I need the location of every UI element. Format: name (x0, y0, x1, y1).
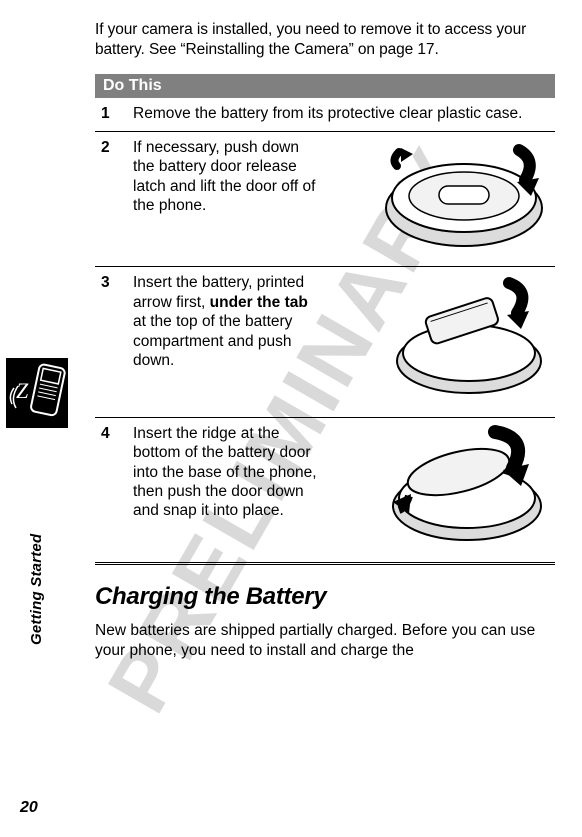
table-row: 2 If necessary, push down the battery do… (95, 132, 555, 267)
table-row: 1 Remove the battery from its protective… (95, 98, 555, 132)
step-text: Insert the ridge at the bottom of the ba… (127, 417, 329, 563)
section-heading: Charging the Battery (95, 583, 555, 611)
step-text: Remove the battery from its protective c… (127, 98, 555, 132)
step-figure (329, 267, 555, 417)
page-number: 20 (20, 799, 38, 817)
intro-paragraph: If your camera is installed, you need to… (95, 20, 555, 60)
step-text: Insert the battery, printed arrow first,… (127, 267, 329, 417)
phone-back-remove-door-icon (379, 138, 549, 253)
step-text-bold: under the tab (210, 294, 308, 311)
sidebar-phone-icon: Z (6, 358, 68, 428)
step-number: 3 (95, 267, 127, 417)
step-text-part: at the top of the battery compartment an… (133, 313, 292, 369)
step-figure (329, 132, 555, 267)
instruction-table: Do This 1 Remove the battery from its pr… (95, 74, 555, 566)
step-number: 4 (95, 417, 127, 563)
table-header: Do This (95, 74, 555, 98)
section-running-head: Getting Started (28, 534, 45, 645)
table-row: 4 Insert the ridge at the bottom of the … (95, 417, 555, 563)
phone-insert-battery-icon (379, 273, 549, 403)
phone-close-door-icon (379, 424, 549, 549)
step-number: 1 (95, 98, 127, 132)
step-number: 2 (95, 132, 127, 267)
table-row: 3 Insert the battery, printed arrow firs… (95, 267, 555, 417)
body-paragraph: New batteries are shipped partially char… (95, 621, 555, 661)
step-text: If necessary, push down the battery door… (127, 132, 329, 267)
svg-text:Z: Z (16, 378, 29, 403)
step-figure (329, 417, 555, 563)
page-content: If your camera is installed, you need to… (95, 20, 555, 661)
